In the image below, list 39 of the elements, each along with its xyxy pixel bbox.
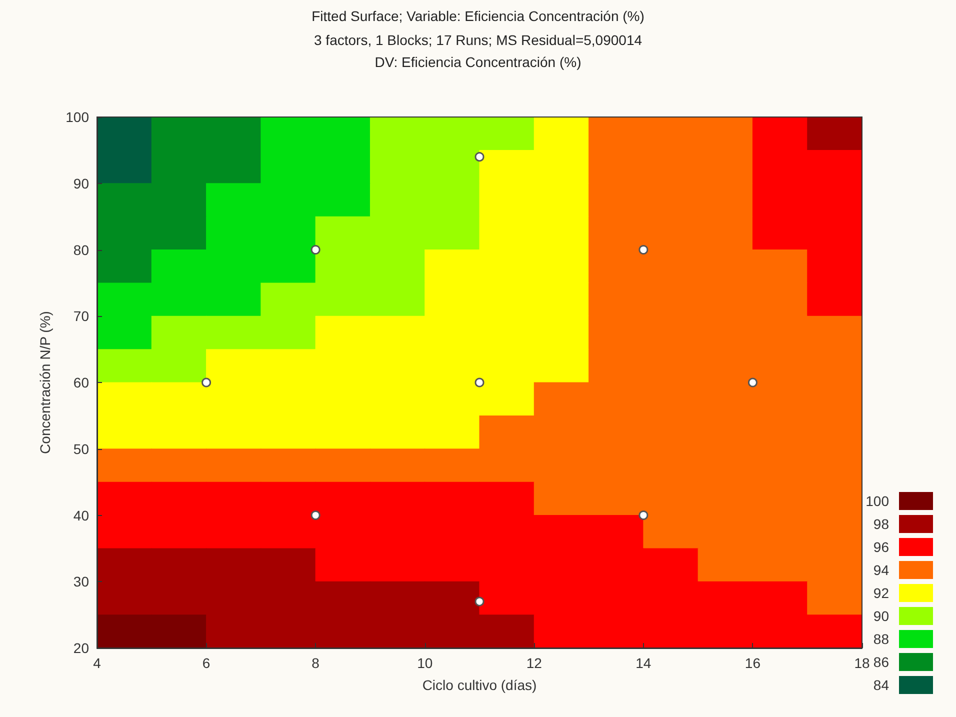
y-tick-label: 100 — [66, 109, 90, 125]
point — [638, 510, 648, 520]
color-bar-label: 100 — [866, 493, 890, 509]
point — [310, 510, 320, 520]
x-axis-title: Ciclo cultivo (días) — [422, 677, 537, 693]
point — [638, 245, 648, 254]
y-axis-title: Concentración N/P (%) — [37, 311, 53, 454]
y-tick-label: 70 — [73, 308, 90, 324]
x-tick-label: 12 — [526, 655, 542, 671]
x-tick-label: 14 — [636, 655, 652, 671]
color-bar-label: 90 — [873, 608, 890, 624]
x-tick-label: 18 — [854, 655, 870, 671]
x-tick-label: 8 — [312, 655, 320, 671]
x-tick-label: 16 — [744, 655, 761, 671]
x-tick-label: 10 — [417, 655, 433, 671]
point — [202, 378, 212, 388]
y-tick-label: 30 — [73, 574, 90, 590]
x-tick-label: 6 — [202, 655, 210, 671]
color-bar-label: 98 — [873, 516, 890, 532]
point — [474, 152, 484, 162]
point — [474, 378, 484, 388]
color-bar-label: 86 — [873, 654, 890, 670]
color-bar-label: 88 — [873, 631, 890, 647]
chart-subtitle: 3 factors, 1 Blocks; 17 Runs; MS Residual=5,090014 DV: Eficiencia Concentración (%) — [314, 32, 642, 70]
y-tick-label: 20 — [73, 640, 90, 656]
point — [310, 245, 320, 254]
point — [748, 378, 758, 388]
y-tick-label: 80 — [73, 242, 90, 258]
x-tick-label: 4 — [93, 655, 102, 671]
color-bar-label: 94 — [873, 562, 890, 578]
y-tick-label: 60 — [73, 374, 90, 390]
y-tick-label: 40 — [73, 507, 90, 524]
y-tick-label: 90 — [73, 175, 90, 192]
color-bar-label: 96 — [873, 539, 890, 555]
color-bar-label: 84 — [873, 677, 890, 693]
y-tick-label: 50 — [73, 440, 90, 457]
point — [474, 596, 484, 606]
chart-title: Fitted Surface; Variable: Eficiencia Concentración (%) — [312, 8, 644, 24]
color-bar-label: 92 — [873, 585, 890, 601]
